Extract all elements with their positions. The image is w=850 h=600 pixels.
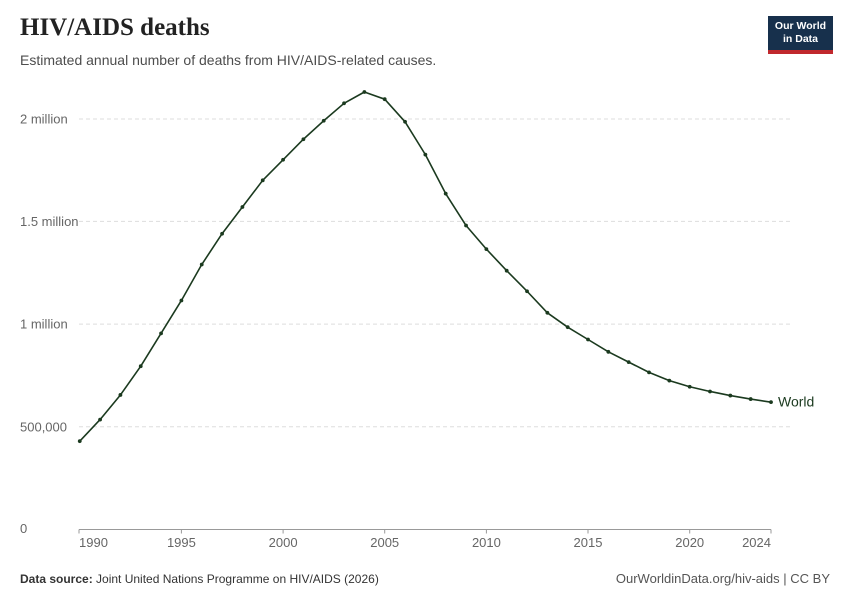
svg-text:1 million: 1 million: [20, 317, 68, 332]
svg-text:500,000: 500,000: [20, 419, 67, 434]
svg-text:0: 0: [20, 521, 27, 536]
svg-text:2024: 2024: [742, 535, 771, 550]
svg-text:1990: 1990: [79, 535, 108, 550]
svg-text:2000: 2000: [269, 535, 298, 550]
svg-text:World: World: [778, 394, 814, 410]
svg-text:2010: 2010: [472, 535, 501, 550]
svg-text:1995: 1995: [167, 535, 196, 550]
svg-text:2020: 2020: [675, 535, 704, 550]
svg-text:2 million: 2 million: [20, 112, 68, 127]
svg-text:1.5 million: 1.5 million: [20, 214, 79, 229]
svg-text:2015: 2015: [574, 535, 603, 550]
svg-text:2005: 2005: [370, 535, 399, 550]
